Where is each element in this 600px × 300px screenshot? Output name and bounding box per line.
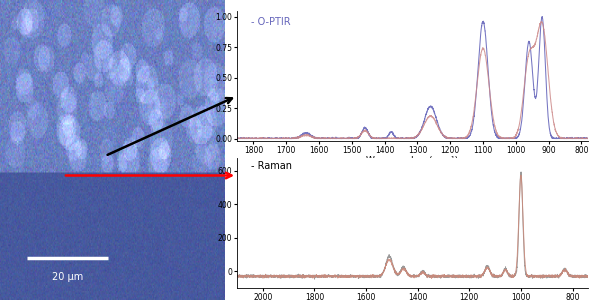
Text: - O-PTIR: - O-PTIR	[251, 17, 290, 27]
Text: 20 μm: 20 μm	[52, 272, 83, 281]
Text: - Raman: - Raman	[251, 161, 292, 171]
X-axis label: Wavenumber (cm⁻¹): Wavenumber (cm⁻¹)	[367, 156, 458, 165]
